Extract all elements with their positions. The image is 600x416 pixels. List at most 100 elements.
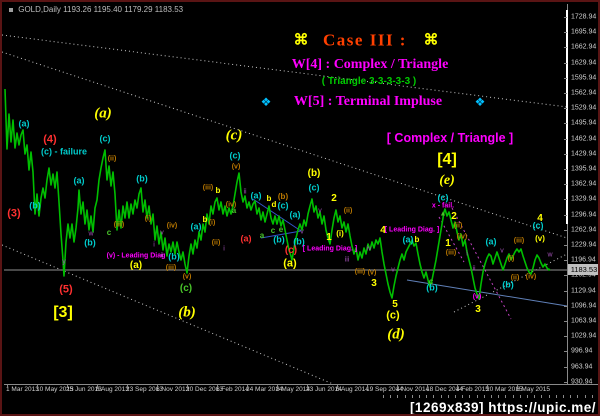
- wave-label: (b): [273, 234, 285, 245]
- minor-tick: [397, 395, 399, 398]
- watermark: [1269x839] https://upic.me/: [409, 400, 596, 415]
- wave-label: ii: [243, 188, 247, 196]
- price-tick-mark: [564, 260, 567, 262]
- wave-label: (c): [532, 220, 544, 231]
- date-tick-label: 23 Jun 2014: [306, 386, 342, 393]
- minor-tick: [584, 395, 586, 398]
- wave-label: (v): [535, 234, 545, 243]
- wave-label: b: [266, 194, 272, 203]
- wave-label: ii: [472, 265, 476, 273]
- time-axis-border: [4, 384, 598, 385]
- wave-label: v: [318, 207, 322, 215]
- wave-label: c: [428, 277, 434, 286]
- wave-label: (5): [59, 283, 73, 296]
- wave-label: [3]: [53, 304, 73, 321]
- w4-complex-triangle-label: W[4] : Complex / Triangle: [291, 57, 449, 72]
- wave-label: 1: [445, 238, 451, 249]
- price-tick-label: 1395.94: [571, 165, 597, 173]
- date-tick-label: 25 Jun 2013: [66, 386, 102, 393]
- wave-label: v: [300, 228, 304, 236]
- date-tick-mark: [37, 384, 38, 388]
- wave-label: (i): [144, 215, 152, 223]
- date-tick-label: 8 May 2014: [276, 386, 310, 393]
- wave-label: (c): [179, 283, 193, 294]
- price-tick-mark: [564, 184, 567, 186]
- magenta-dashed-line-1: [451, 207, 512, 320]
- price-tick-label: 1329.94: [571, 195, 597, 203]
- wave-label: 4: [380, 225, 386, 236]
- triangle-upper-line: [252, 198, 302, 232]
- date-tick-label: 8 Aug 2013: [96, 386, 129, 393]
- minor-tick: [419, 395, 420, 398]
- wave-label: c: [106, 228, 112, 237]
- minor-tick: [390, 395, 392, 398]
- minor-tick: [426, 395, 428, 398]
- minor-tick: [570, 395, 572, 398]
- wave-label: 4: [537, 213, 543, 224]
- minor-tick: [462, 395, 464, 398]
- wave-label: (d): [387, 326, 405, 343]
- minor-tick: [527, 395, 528, 398]
- wave-label: (a): [402, 234, 414, 245]
- wave-label: (v) - Leading Diag: [106, 252, 166, 260]
- price-tick-mark: [564, 336, 567, 338]
- wave-label: ▲: [439, 210, 447, 218]
- price-tick-label: 1262.94: [571, 226, 597, 234]
- price-tick-label: 1562.94: [571, 89, 597, 97]
- wave-label: w: [547, 251, 553, 259]
- date-tick-label: 19 Sep 2014: [366, 386, 403, 393]
- date-tick-label: 6 Aug 2014: [336, 386, 369, 393]
- wave-label: (b): [307, 168, 321, 179]
- wave-label: (c): [284, 245, 298, 256]
- wave-label: (ii): [211, 239, 221, 247]
- wave-label: (a): [18, 118, 30, 129]
- wave-label: (a): [190, 221, 202, 232]
- price-tick-label: 1728.94: [571, 13, 597, 21]
- wave-label: (b): [277, 192, 289, 201]
- magenta-dashed-line-2: [438, 216, 465, 263]
- minor-tick: [411, 395, 413, 398]
- wave-label: 2: [451, 211, 457, 222]
- wave-label: [ Leading Diag. ]: [384, 226, 440, 234]
- minor-tick: [555, 395, 557, 398]
- date-tick-mark: [67, 384, 68, 388]
- date-tick-mark: [457, 384, 458, 388]
- date-tick-mark: [247, 384, 248, 388]
- wave-label: v: [500, 247, 504, 255]
- price-tick-mark: [564, 290, 567, 292]
- date-tick-label: 24 Mar 2014: [246, 386, 283, 393]
- triangle-structure-label: ( Triangle 3-3-3-3-3 ): [321, 76, 417, 87]
- wave-label: (b): [178, 304, 196, 321]
- date-tick-mark: [367, 384, 368, 388]
- wave-label: ii: [160, 252, 164, 260]
- wave-label: (b): [168, 251, 180, 262]
- price-tick-label: 1229.94: [571, 241, 597, 249]
- wave-label: i: [466, 250, 468, 258]
- wave-label: (iii): [113, 221, 125, 229]
- wave-label: 5: [392, 299, 398, 310]
- minor-tick: [483, 395, 485, 398]
- price-tick-mark: [564, 93, 567, 94]
- wave-label: (c): [386, 309, 400, 322]
- date-tick-mark: [427, 384, 428, 388]
- wave-label: (a): [240, 233, 252, 244]
- downtrend-line-upper: [2, 34, 568, 108]
- minor-tick: [534, 395, 536, 398]
- price-axis-border-highlight: [566, 10, 568, 224]
- price-tick-mark: [564, 305, 567, 307]
- price-tick-label: 1129.94: [571, 287, 596, 295]
- price-tick-label: 1695.94: [571, 28, 597, 36]
- price-tick-label: 1429.94: [571, 150, 597, 158]
- wave-label: a: [231, 206, 237, 215]
- wave-label: [ Leading Diag. ]: [302, 245, 358, 253]
- wave-label: (e): [439, 173, 455, 188]
- price-tick-mark: [564, 123, 567, 125]
- minor-tick: [591, 395, 593, 398]
- date-tick-label: 6 May 2015: [516, 386, 550, 393]
- diamond-icon: ❖: [260, 95, 272, 109]
- price-series[interactable]: [4, 88, 551, 300]
- wave-label: (b): [426, 282, 438, 293]
- wave-label: (c): [99, 133, 111, 144]
- command-icon: ⌘: [423, 31, 439, 49]
